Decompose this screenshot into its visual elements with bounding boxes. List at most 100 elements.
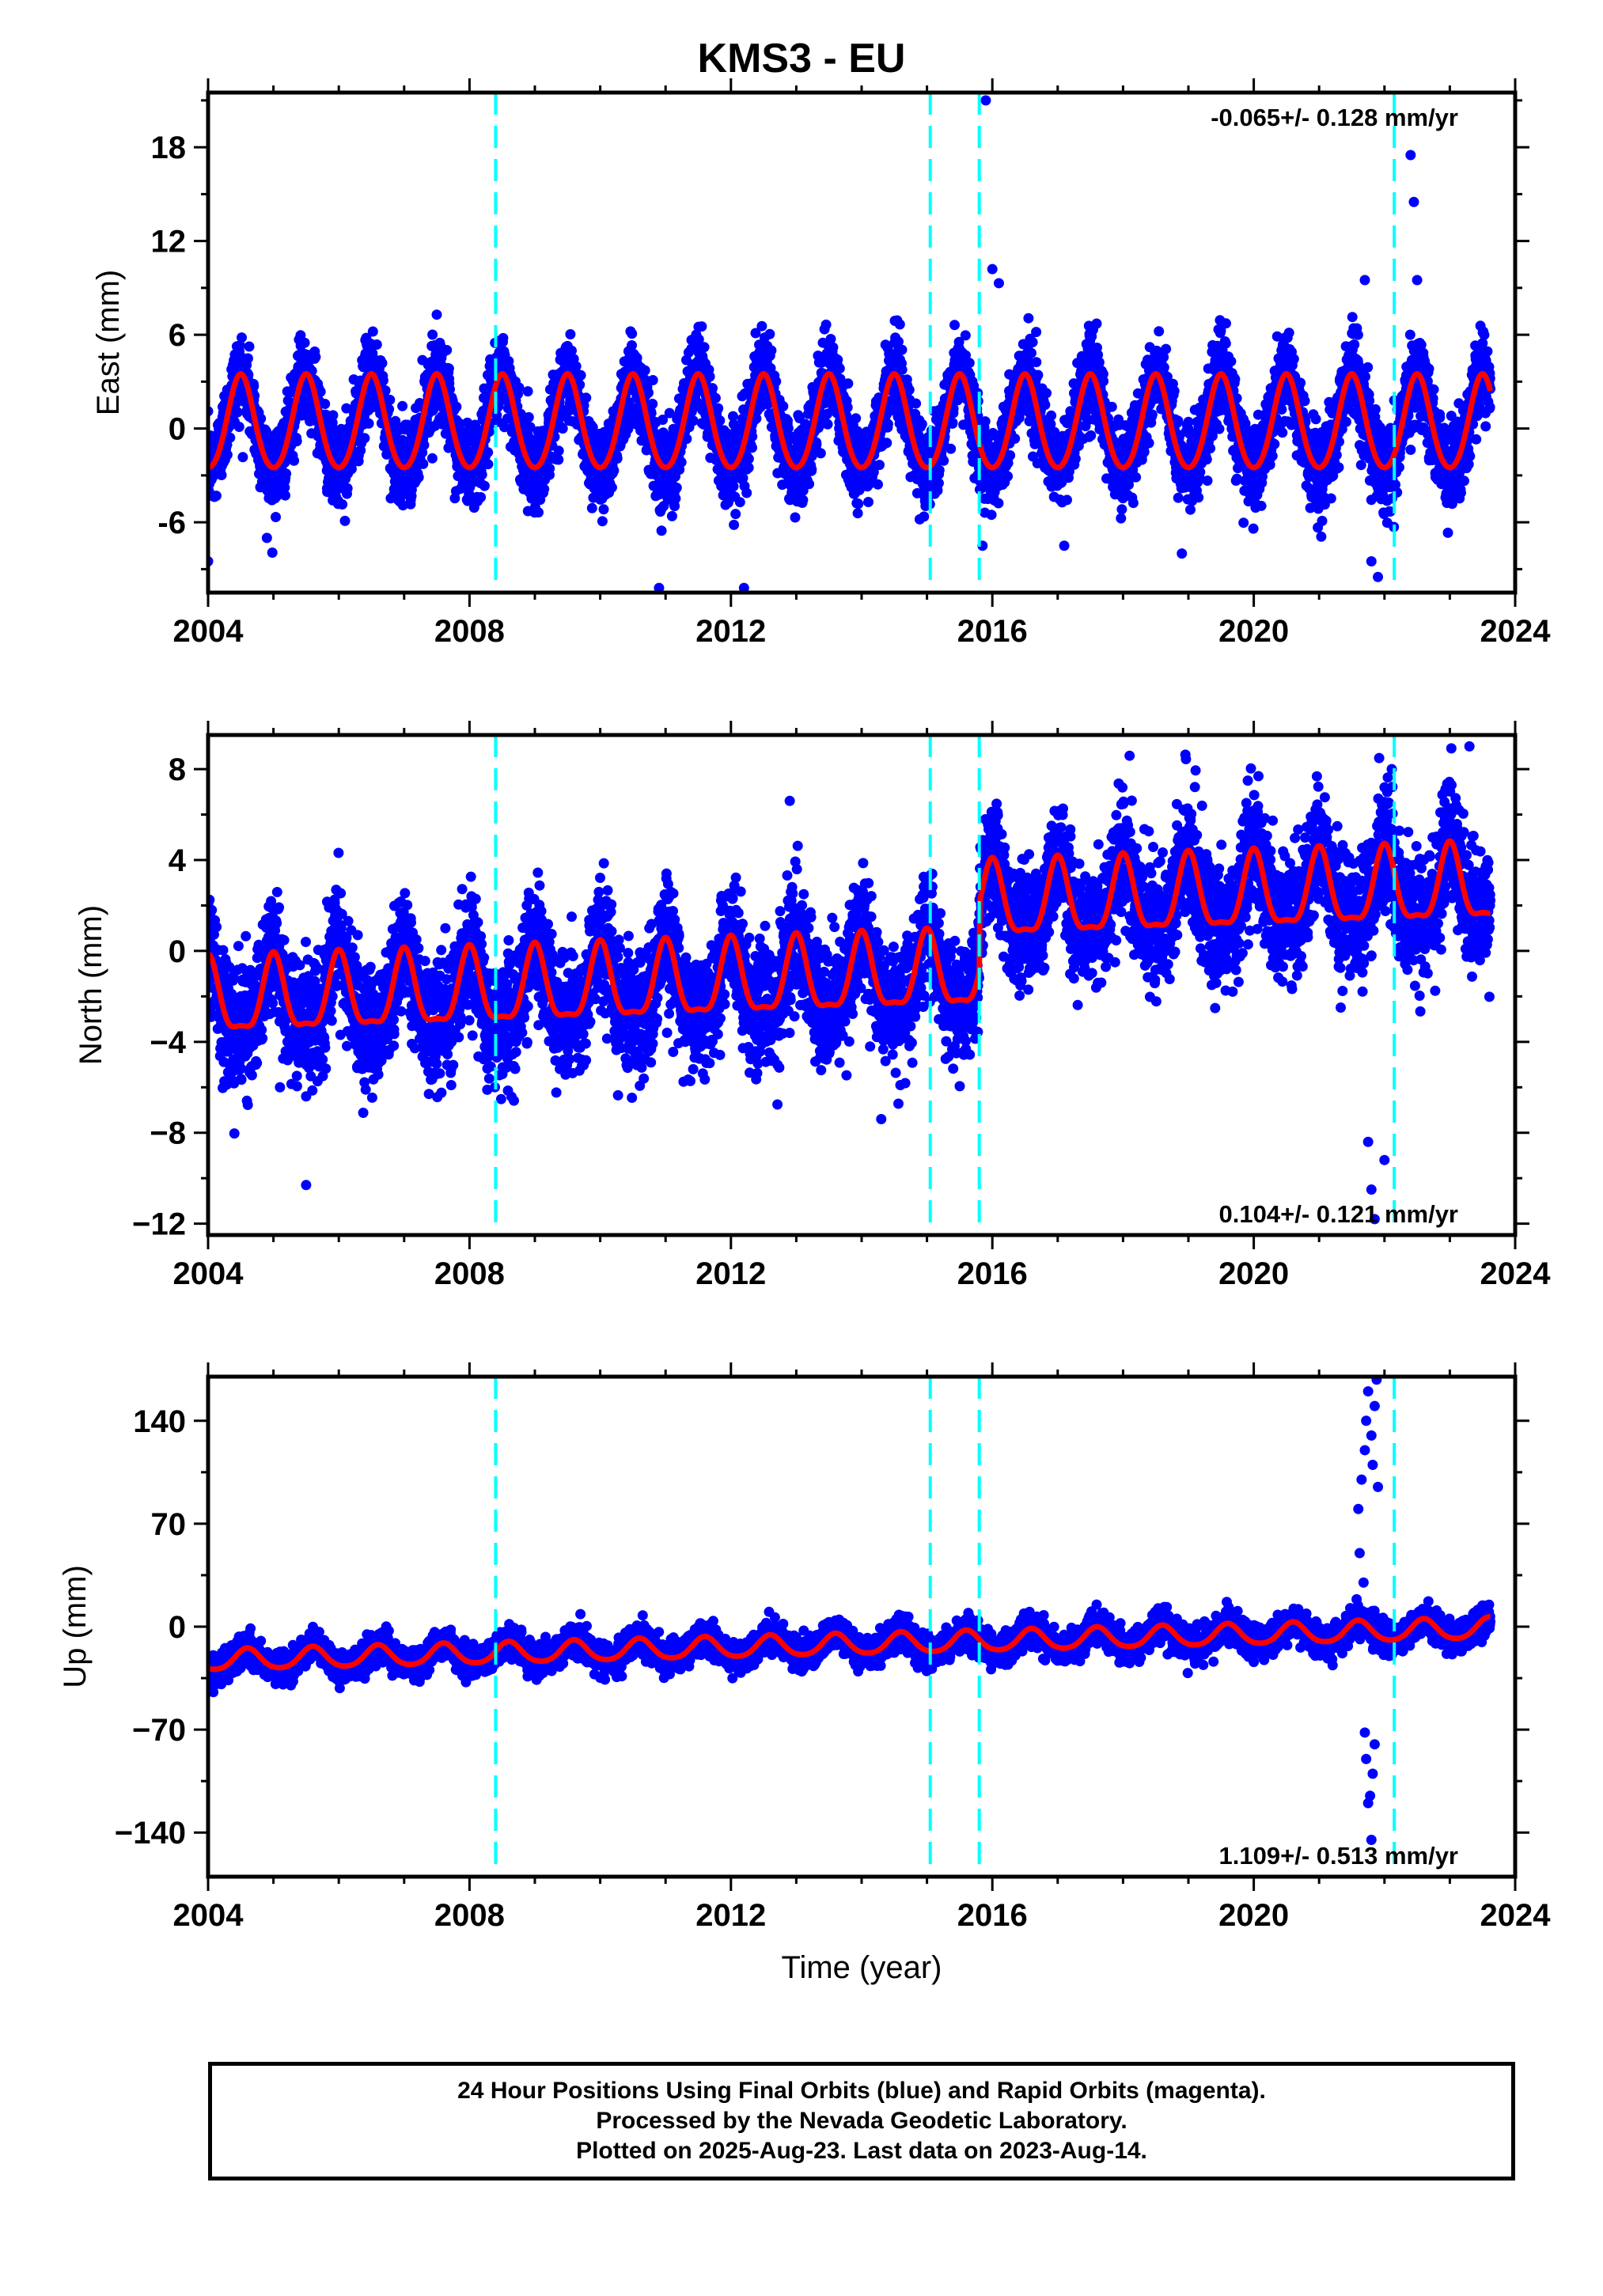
data-point — [820, 319, 832, 330]
data-point — [815, 448, 826, 459]
data-point — [597, 516, 608, 527]
data-point — [946, 443, 957, 454]
data-point — [693, 334, 704, 345]
data-point — [707, 383, 718, 394]
data-point — [553, 445, 564, 457]
data-point — [676, 457, 687, 468]
data-point — [747, 442, 757, 453]
data-point — [764, 328, 775, 339]
data-point — [451, 401, 462, 412]
data-point — [960, 330, 971, 341]
data-point — [310, 351, 321, 362]
data-point — [608, 465, 620, 476]
data-point — [896, 344, 908, 355]
data-point — [1062, 494, 1072, 506]
data-points-east — [208, 95, 1496, 593]
data-point — [1005, 450, 1016, 460]
data-point — [397, 500, 408, 511]
data-point — [1031, 327, 1042, 338]
data-point — [281, 468, 292, 479]
data-point — [993, 498, 1004, 509]
data-point — [843, 378, 854, 389]
data-point — [598, 504, 609, 515]
data-point — [557, 423, 568, 434]
data-point — [587, 422, 598, 433]
data-point — [704, 371, 715, 382]
data-point — [237, 332, 247, 343]
data-point — [934, 464, 945, 475]
data-point — [476, 492, 487, 502]
data-point — [863, 497, 874, 507]
data-point — [699, 342, 710, 353]
data-point — [256, 413, 267, 424]
data-point — [627, 328, 638, 339]
data-point — [804, 479, 815, 490]
data-point — [575, 369, 586, 381]
data-point — [790, 512, 801, 523]
data-point — [291, 436, 302, 447]
data-point — [647, 399, 658, 409]
data-point — [822, 419, 833, 430]
data-point — [669, 501, 680, 512]
data-point — [237, 452, 248, 463]
data-point — [681, 434, 692, 445]
data-point — [222, 449, 233, 460]
data-point — [612, 453, 623, 464]
data-point — [427, 329, 438, 340]
data-point — [947, 417, 958, 428]
data-point — [1031, 357, 1042, 368]
data-point — [1033, 369, 1044, 381]
data-point — [743, 453, 754, 464]
data-point — [443, 363, 454, 374]
data-point — [851, 413, 862, 424]
data-point — [964, 358, 975, 369]
data-point — [244, 341, 255, 352]
data-point — [643, 387, 654, 398]
data-point — [949, 320, 960, 331]
data-point — [853, 498, 864, 510]
data-point — [385, 394, 396, 405]
page-title: KMS3 - EU — [0, 35, 1603, 82]
data-point — [299, 337, 310, 348]
data-point — [523, 411, 534, 422]
data-point — [225, 432, 236, 443]
data-point — [367, 326, 378, 337]
data-point — [874, 460, 885, 471]
data-point — [778, 401, 789, 411]
data-point — [210, 491, 222, 502]
data-point — [710, 392, 721, 404]
data-point — [248, 381, 260, 392]
data-point — [933, 478, 944, 489]
data-point — [882, 419, 893, 430]
data-point — [688, 415, 699, 426]
data-point — [426, 453, 438, 464]
data-point — [413, 472, 424, 483]
data-point — [377, 358, 388, 369]
data-point — [1023, 313, 1034, 324]
data-point — [743, 462, 754, 473]
data-point — [623, 423, 634, 434]
data-point — [1041, 388, 1052, 399]
data-point — [1046, 410, 1057, 421]
data-point — [873, 479, 883, 490]
data-point — [671, 483, 682, 493]
data-point — [647, 375, 658, 385]
data-point — [734, 497, 745, 508]
data-point — [339, 515, 351, 526]
data-point — [581, 392, 592, 404]
data-point — [397, 400, 408, 411]
data-point — [756, 320, 767, 332]
data-point — [315, 386, 326, 397]
data-point — [852, 508, 863, 519]
data-point — [328, 410, 339, 421]
data-point — [441, 345, 453, 355]
data-point — [728, 481, 739, 492]
data-point — [1086, 430, 1097, 441]
data-point — [337, 499, 348, 510]
data-point — [233, 422, 244, 432]
data-point — [1027, 337, 1038, 347]
data-point — [320, 399, 331, 409]
data-point — [242, 353, 253, 364]
data-point — [666, 510, 677, 521]
